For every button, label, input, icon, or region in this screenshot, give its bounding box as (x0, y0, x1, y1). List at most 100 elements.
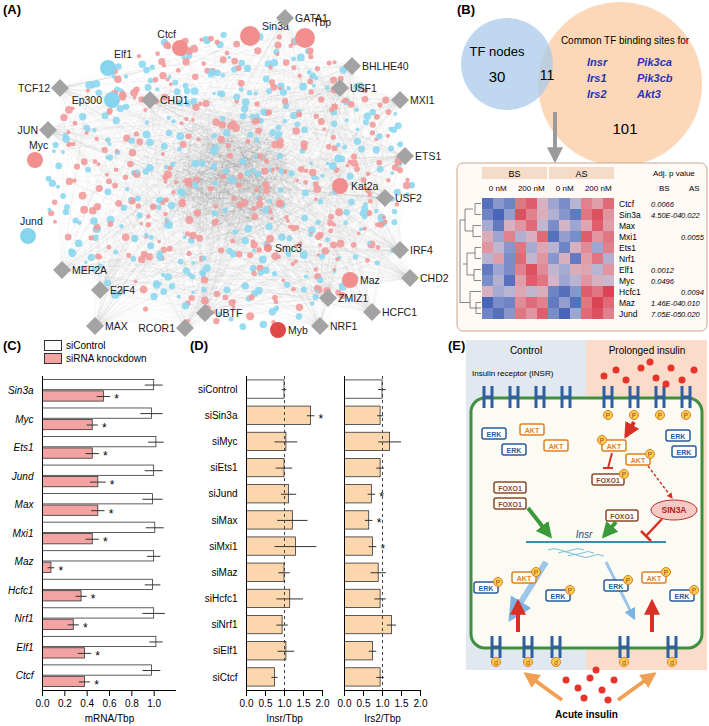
svg-text:ZMIZ1: ZMIZ1 (338, 292, 368, 304)
svg-text:Control: Control (510, 345, 542, 356)
svg-text:0.0012: 0.0012 (651, 266, 675, 275)
svg-text:1.0: 1.0 (278, 698, 292, 709)
svg-text:0.0066: 0.0066 (651, 200, 675, 209)
svg-text:Pik3cb: Pik3cb (637, 72, 673, 84)
svg-text:Smc3: Smc3 (275, 242, 302, 254)
svg-text:FOXO1: FOXO1 (596, 477, 620, 484)
svg-text:Myc: Myc (619, 276, 635, 286)
svg-text:2.0: 2.0 (316, 698, 330, 709)
svg-text:BS: BS (508, 169, 520, 179)
svg-text:FOXO1: FOXO1 (498, 501, 522, 508)
svg-text:P: P (684, 412, 688, 419)
svg-text:BHLHE40: BHLHE40 (362, 60, 409, 72)
svg-text:GATA1: GATA1 (295, 12, 328, 24)
svg-text:d: d (622, 659, 626, 666)
svg-text:Elf1: Elf1 (16, 642, 33, 653)
svg-text:AKT: AKT (517, 575, 532, 582)
svg-text:CHD2: CHD2 (420, 272, 449, 284)
svg-text:Hcfc1: Hcfc1 (8, 585, 34, 596)
svg-text:P: P (606, 412, 610, 419)
svg-text:Jund: Jund (11, 471, 34, 482)
svg-text:ERK: ERK (675, 593, 690, 600)
svg-text:P: P (664, 569, 668, 576)
svg-text:Elf1: Elf1 (619, 265, 634, 275)
svg-text:*: * (319, 412, 324, 426)
svg-text:Ets1: Ets1 (619, 243, 636, 253)
svg-text:ERK: ERK (507, 447, 522, 454)
svg-text:P: P (622, 471, 626, 478)
svg-text:30: 30 (489, 68, 506, 85)
svg-text:RCOR1: RCOR1 (138, 322, 175, 334)
svg-text:ETS1: ETS1 (415, 150, 441, 162)
svg-text:1.0: 1.0 (147, 698, 161, 709)
svg-text:Akt3: Akt3 (636, 88, 661, 100)
svg-text:1.0: 1.0 (376, 698, 390, 709)
svg-text:Max: Max (15, 499, 35, 510)
svg-text:AS: AS (575, 169, 587, 179)
svg-text:Pik3ca: Pik3ca (637, 56, 672, 68)
svg-text:Ep300: Ep300 (72, 94, 103, 106)
svg-text:Mxi1: Mxi1 (12, 528, 33, 539)
svg-text:AKT: AKT (647, 575, 662, 582)
svg-text:*: * (110, 478, 115, 492)
svg-text:AKT: AKT (607, 443, 622, 450)
svg-text:siMxi1: siMxi1 (209, 541, 238, 552)
svg-text:Kat2a: Kat2a (351, 180, 379, 192)
svg-text:d: d (554, 659, 558, 666)
svg-text:siMax: siMax (211, 515, 237, 526)
svg-text:Nrf1: Nrf1 (15, 613, 34, 624)
svg-text:1.46E-04: 1.46E-04 (651, 299, 681, 308)
svg-text:0 nM: 0 nM (556, 184, 574, 193)
svg-text:*: * (83, 621, 88, 635)
svg-text:Ctcf: Ctcf (157, 28, 176, 40)
svg-text:4.50E-04: 4.50E-04 (651, 211, 681, 220)
svg-text:*: * (94, 678, 99, 692)
svg-text:Elf1: Elf1 (114, 48, 132, 60)
svg-text:0.4: 0.4 (80, 698, 94, 709)
svg-text:siControl: siControl (198, 384, 237, 395)
svg-text:siElf1: siElf1 (213, 645, 238, 656)
svg-text:Common TF binding sites for: Common TF binding sites for (561, 35, 690, 46)
svg-text:FOXO1: FOXO1 (498, 485, 522, 492)
svg-text:Nrf1: Nrf1 (619, 254, 635, 264)
svg-text:Insr: Insr (576, 529, 593, 540)
svg-text:0.0094: 0.0094 (681, 288, 704, 297)
svg-text:0.0055: 0.0055 (681, 233, 705, 242)
svg-text:7.05E-05: 7.05E-05 (651, 310, 682, 319)
svg-text:MAX: MAX (105, 320, 128, 332)
svg-text:Irs2: Irs2 (587, 88, 607, 100)
svg-text:Irs2/Tbp: Irs2/Tbp (364, 713, 401, 724)
svg-text:200 nM: 200 nM (518, 184, 545, 193)
svg-text:siHcfc1: siHcfc1 (205, 593, 238, 604)
svg-text:FOXO1: FOXO1 (610, 513, 634, 520)
svg-text:siNrf1: siNrf1 (211, 619, 238, 630)
svg-text:Insulin receptor (INSR): Insulin receptor (INSR) (472, 369, 554, 378)
svg-text:0.0: 0.0 (240, 698, 254, 709)
svg-text:d: d (494, 659, 498, 666)
svg-text:AKT: AKT (631, 457, 646, 464)
svg-text:P: P (648, 451, 652, 458)
svg-text:*: * (58, 564, 63, 578)
svg-text:ERK: ERK (487, 431, 502, 438)
svg-text:ERK: ERK (677, 449, 692, 456)
svg-text:1.5: 1.5 (395, 698, 409, 709)
svg-text:Jund: Jund (20, 215, 43, 227)
svg-text:0 nM: 0 nM (489, 184, 507, 193)
svg-text:0.0496: 0.0496 (651, 277, 675, 286)
svg-text:Acute insulin: Acute insulin (555, 709, 618, 720)
svg-text:ERK: ERK (671, 433, 686, 440)
svg-text:siJund: siJund (209, 488, 238, 499)
svg-text:0.5: 0.5 (259, 698, 273, 709)
svg-text:P: P (496, 579, 500, 586)
svg-text:siMyc: siMyc (212, 436, 238, 447)
svg-text:siEts1: siEts1 (210, 462, 238, 473)
svg-text:*: * (102, 421, 107, 435)
svg-text:P: P (534, 569, 538, 576)
svg-text:mRNA/Tbp: mRNA/Tbp (85, 713, 135, 724)
svg-text:UBTF: UBTF (215, 307, 242, 319)
svg-text:siSin3a: siSin3a (205, 410, 238, 421)
svg-text:0.0: 0.0 (338, 698, 352, 709)
svg-text:Myc: Myc (29, 139, 48, 151)
svg-text:TCF12: TCF12 (18, 82, 50, 94)
svg-text:Ctcf: Ctcf (16, 670, 35, 681)
